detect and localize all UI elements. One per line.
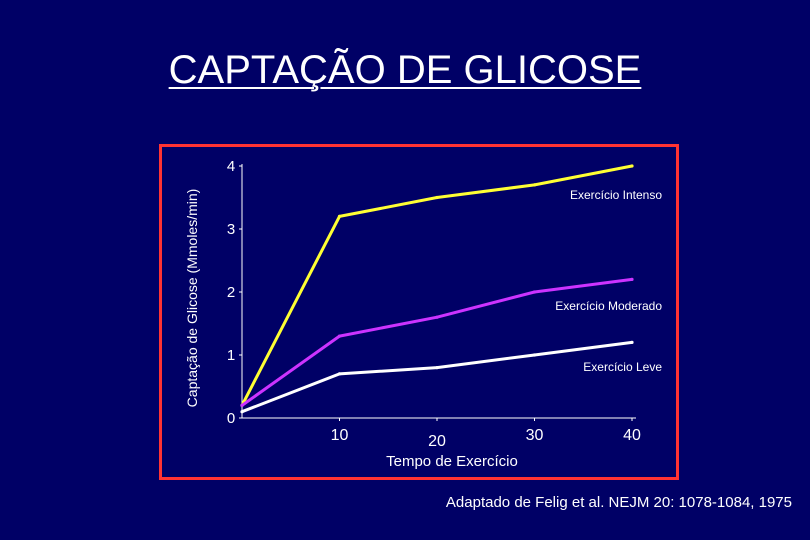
series-point-2: [240, 403, 244, 407]
chart-frame: [159, 144, 679, 480]
series-line-3: [241, 340, 633, 414]
y-axis-title: Captação de Glicose (Mmoles/min): [184, 189, 200, 408]
series-label-2: Exercício Moderado: [555, 299, 662, 313]
series-point-2: [630, 277, 634, 281]
series-point-2: [337, 334, 342, 338]
series-point-2: [435, 315, 439, 319]
y-tick-label: 4: [227, 158, 235, 175]
x-axis-title: Tempo de Exercício: [386, 453, 518, 470]
chart-axes: [239, 164, 636, 421]
series-point-1: [435, 195, 439, 200]
series-point-3: [435, 366, 439, 370]
slide-title-text: CAPTAÇÃO DE GLICOSE: [168, 48, 642, 92]
x-tick-label: 30: [526, 427, 544, 444]
series-point-3: [532, 353, 537, 357]
series-point-1: [337, 214, 342, 218]
series-point-3: [337, 372, 342, 376]
series-point-3: [630, 340, 634, 344]
x-tick-label: 40: [623, 427, 641, 444]
labels-layer: 0 1 2 3 4 10 20 30 40 Tempo de Exercício Captação …: [184, 158, 662, 470]
series-point-2: [532, 290, 537, 294]
series-label-1: Exercício Intenso: [570, 188, 662, 202]
x-tick-label: 10: [331, 427, 349, 444]
series-layer: [240, 164, 634, 414]
y-tick-label: 0: [227, 410, 235, 427]
y-tick-label: 2: [227, 284, 235, 301]
x-tick-label: 20: [428, 433, 446, 450]
slide-title: CAPTAÇÃO DE GLICOSE: [0, 48, 810, 93]
series-point-1: [532, 183, 537, 187]
series-point-1: [630, 164, 634, 168]
series-label-3: Exercício Leve: [583, 360, 662, 374]
source-citation: Adaptado de Felig et al. NEJM 20: 1078-1…: [445, 494, 792, 511]
y-tick-label: 1: [227, 347, 235, 364]
y-tick-label: 3: [227, 221, 235, 238]
series-point-3: [240, 410, 244, 414]
